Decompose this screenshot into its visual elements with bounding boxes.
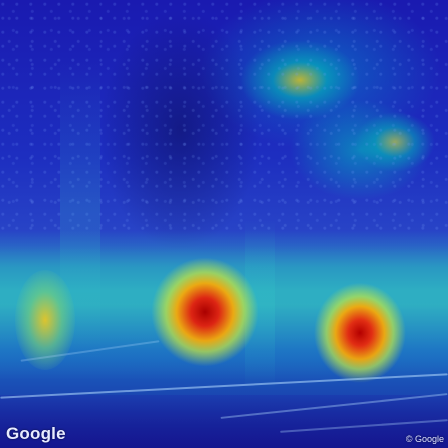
center-hotspot — [135, 240, 275, 400]
google-logo: Google — [6, 424, 66, 443]
copyright-label: © Google — [405, 434, 444, 444]
ground-area — [0, 395, 448, 448]
foliage-texture — [0, 0, 448, 230]
left-hotspot — [15, 270, 75, 370]
